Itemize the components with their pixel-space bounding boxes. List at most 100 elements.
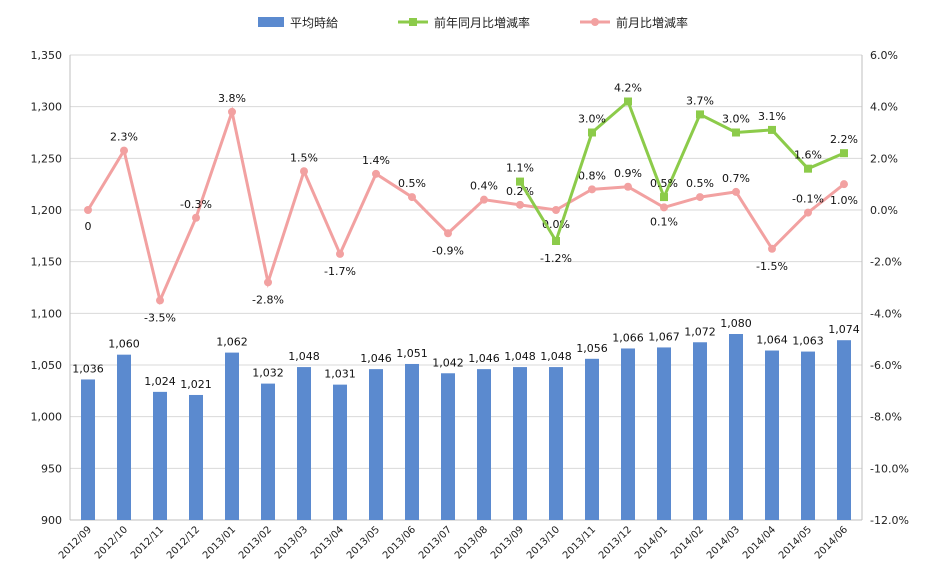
x-axis-tick: 2013/01 [201, 524, 238, 561]
right-axis-tick: -8.0% [870, 411, 902, 424]
x-axis-tick: 2013/04 [309, 524, 346, 561]
bar [837, 340, 851, 520]
bar [801, 351, 815, 520]
right-axis-tick: -10.0% [870, 462, 909, 475]
bar-data-label: 1,042 [432, 356, 464, 369]
x-axis-tick: 2014/05 [777, 524, 814, 561]
x-axis-tick: 2012/10 [93, 524, 130, 561]
bar [729, 334, 743, 520]
right-axis-tick: -4.0% [870, 307, 902, 320]
x-axis-tick: 2013/07 [417, 524, 454, 561]
bar-data-label: 1,048 [288, 350, 320, 363]
line-data-label: 1.0% [830, 194, 858, 207]
bar-data-label: 1,060 [108, 338, 140, 351]
x-axis-tick: 2013/10 [525, 524, 562, 561]
x-axis-tick: 2014/02 [669, 524, 706, 561]
x-axis-tick: 2012/09 [57, 524, 94, 561]
line-point [768, 244, 776, 253]
bar [297, 367, 311, 520]
left-axis-tick: 1,050 [31, 359, 63, 372]
bar [333, 384, 347, 520]
line-data-label: -3.5% [144, 311, 176, 324]
line-data-label: 1.4% [362, 154, 390, 167]
line-point [300, 167, 308, 176]
line-data-label: 0.1% [650, 215, 678, 228]
bar [117, 354, 131, 520]
x-axis-tick: 2014/06 [813, 524, 850, 561]
line-data-label: 1.1% [506, 162, 534, 175]
x-axis-tick: 2014/04 [741, 524, 778, 561]
x-axis-tick: 2014/01 [633, 524, 670, 561]
x-axis-tick: 2013/12 [597, 524, 634, 561]
bar [441, 373, 455, 520]
line-point [732, 128, 740, 137]
bar [261, 383, 275, 520]
line-data-label: -1.5% [756, 260, 788, 273]
bar [513, 367, 527, 520]
left-axis-tick: 1,300 [31, 101, 63, 114]
line-point [588, 185, 596, 194]
x-axis-tick: 2013/09 [489, 524, 526, 561]
line-point [588, 128, 596, 137]
line-point [696, 193, 704, 202]
line-point [444, 229, 452, 238]
right-axis-tick: -6.0% [870, 359, 902, 372]
x-axis-tick: 2014/03 [705, 524, 742, 561]
line-data-label: -2.8% [252, 293, 284, 306]
bar-data-label: 1,046 [360, 352, 392, 365]
line-point [480, 195, 488, 204]
line-point [552, 237, 560, 245]
bar-data-label: 1,074 [828, 323, 860, 336]
line-point [624, 182, 632, 191]
x-axis-tick: 2013/08 [453, 524, 490, 561]
line-point [660, 203, 668, 212]
line-data-label: -0.1% [792, 193, 824, 206]
bar [549, 367, 563, 520]
bar-data-label: 1,072 [684, 325, 716, 338]
line-data-label: 3.1% [758, 110, 786, 123]
bar-data-label: 1,021 [180, 378, 212, 391]
bar-data-label: 1,036 [72, 362, 104, 375]
bar-data-label: 1,066 [612, 331, 644, 344]
bar-data-label: 1,031 [324, 368, 356, 381]
line-data-label: 2.3% [110, 131, 138, 144]
right-axis-tick: -2.0% [870, 256, 902, 269]
x-axis-tick: 2012/12 [165, 524, 202, 561]
line-point [768, 125, 776, 134]
bar [657, 347, 671, 520]
right-axis-tick: 2.0% [870, 152, 898, 165]
x-axis-tick: 2013/11 [561, 524, 598, 561]
left-axis-tick: 1,100 [31, 307, 63, 320]
x-axis-tick: 2012/11 [129, 524, 166, 561]
bar-data-label: 1,032 [252, 367, 284, 380]
legend-label: 平均時給 [290, 16, 338, 30]
line-point [516, 200, 524, 209]
x-axis-tick: 2013/05 [345, 524, 382, 561]
bar [621, 348, 635, 520]
line-data-label: 2.2% [830, 133, 858, 146]
line-data-label: -1.2% [540, 252, 572, 265]
line-point [372, 169, 380, 178]
bar-data-label: 1,067 [648, 330, 680, 343]
line-point [156, 296, 164, 305]
left-axis-tick: 950 [41, 462, 62, 475]
left-axis-tick: 1,200 [31, 204, 63, 217]
line-data-label: 3.8% [218, 92, 246, 105]
line-point [552, 206, 560, 214]
right-axis-tick: 4.0% [870, 101, 898, 114]
series-line [518, 98, 845, 245]
line-point [804, 164, 812, 173]
line-data-label: 3.0% [722, 113, 750, 126]
x-axis-tick: 2013/02 [237, 524, 274, 561]
line-point [408, 193, 416, 202]
line-data-label: 1.5% [290, 151, 318, 164]
legend-label: 前年同月比増減率 [434, 15, 530, 30]
x-axis-tick: 2013/03 [273, 524, 310, 561]
line-point [120, 146, 128, 155]
series-line [86, 106, 845, 306]
bar [225, 352, 239, 520]
left-axis-tick: 1,150 [31, 256, 63, 269]
line-data-label: 3.7% [686, 94, 714, 107]
line-point [840, 149, 848, 158]
